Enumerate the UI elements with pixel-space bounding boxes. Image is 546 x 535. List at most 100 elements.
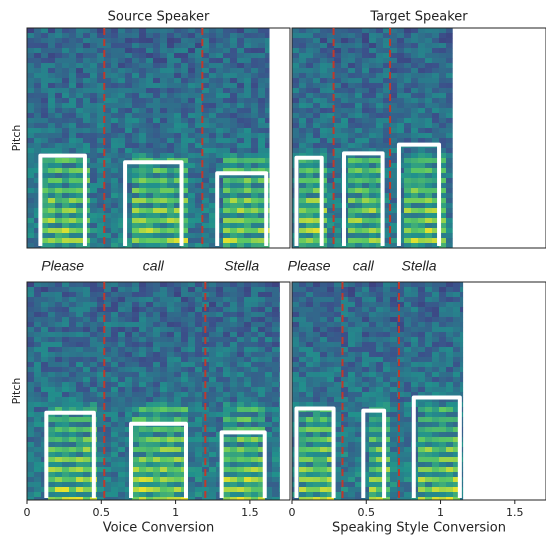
spectrogram-cell [167, 48, 175, 54]
spectrogram-cell [390, 287, 398, 293]
spectrogram-cell [69, 457, 77, 463]
spectrogram-cell [188, 233, 196, 239]
spectrogram-cell [167, 148, 175, 154]
spectrogram-cell [355, 98, 363, 104]
spectrogram-cell [55, 307, 63, 313]
spectrogram-cell [181, 118, 189, 124]
spectrogram-cell [27, 33, 35, 39]
spectrogram-cell [146, 307, 154, 313]
spectrogram-cell [369, 103, 377, 109]
spectrogram-cell [223, 312, 231, 318]
spectrogram-cell [69, 417, 77, 423]
spectrogram-cell [432, 178, 440, 184]
spectrogram-cell [327, 362, 335, 368]
spectrogram-cell [390, 243, 398, 249]
spectrogram-cell [62, 307, 70, 313]
spectrogram-cell [132, 372, 140, 378]
spectrogram-cell [195, 332, 203, 338]
spectrogram-cell [146, 362, 154, 368]
spectrogram-cell [299, 492, 307, 498]
spectrogram-cell [327, 153, 335, 159]
spectrogram-cell [174, 492, 182, 498]
spectrogram-cell [97, 153, 105, 159]
spectrogram-cell [237, 412, 245, 418]
spectrogram-cell [41, 292, 49, 298]
spectrogram-cell [223, 377, 231, 383]
spectrogram-cell [139, 48, 147, 54]
spectrogram-cell [76, 193, 84, 199]
spectrogram-cell [272, 387, 280, 393]
spectrogram-cell [230, 497, 238, 501]
spectrogram-cell [202, 193, 210, 199]
spectrogram-cell [34, 28, 42, 34]
spectrogram-cell [348, 347, 356, 353]
spectrogram-cell [97, 367, 105, 373]
spectrogram-cell [237, 158, 245, 164]
spectrogram-cell [237, 163, 245, 169]
spectrogram-cell [111, 422, 119, 428]
spectrogram-cell [209, 372, 217, 378]
spectrogram-cell [265, 38, 270, 44]
spectrogram-cell [55, 33, 63, 39]
spectrogram-cell [244, 452, 252, 458]
spectrogram-cell [432, 198, 440, 204]
spectrogram-cell [244, 203, 252, 209]
spectrogram-cell [251, 178, 259, 184]
spectrogram-cell [237, 118, 245, 124]
spectrogram-cell [41, 103, 49, 109]
spectrogram-cell [251, 58, 259, 64]
spectrogram-cell [76, 377, 84, 383]
spectrogram-cell [118, 213, 126, 219]
spectrogram-cell [432, 203, 440, 209]
spectrogram-cell [160, 73, 168, 79]
spectrogram-cell [181, 83, 189, 89]
spectrogram-cell [111, 322, 119, 328]
spectrogram-cell [334, 427, 342, 433]
spectrogram-cell [362, 457, 370, 463]
spectrogram-cell [209, 138, 217, 144]
spectrogram-cell [334, 133, 342, 139]
spectrogram-cell [181, 367, 189, 373]
spectrogram-cell [355, 218, 363, 224]
spectrogram-cell [139, 397, 147, 403]
spectrogram-cell [439, 63, 447, 69]
spectrogram-cell [76, 487, 84, 493]
spectrogram-cell [390, 297, 398, 303]
spectrogram-cell [320, 472, 328, 478]
spectrogram-cell [55, 93, 63, 99]
spectrogram-cell [279, 392, 280, 398]
spectrogram-cell [146, 332, 154, 338]
spectrogram-cell [439, 143, 447, 149]
spectrogram-cell [313, 347, 321, 353]
spectrogram-cell [153, 347, 161, 353]
spectrogram-cell [97, 372, 105, 378]
spectrogram-cell [202, 143, 210, 149]
spectrogram-cell [404, 407, 412, 413]
spectrogram-cell [299, 477, 307, 483]
spectrogram-cell [48, 322, 56, 328]
spectrogram-cell [55, 168, 63, 174]
spectrogram-cell [376, 367, 384, 373]
spectrogram-cell [383, 472, 391, 478]
spectrogram-cell [446, 73, 453, 79]
spectrogram-cell [174, 48, 182, 54]
spectrogram-cell [341, 347, 349, 353]
spectrogram-cell [83, 98, 91, 104]
spectrogram-cell [397, 457, 405, 463]
spectrogram-cell [237, 203, 245, 209]
spectrogram-cell [397, 347, 405, 353]
spectrogram-cell [83, 78, 91, 84]
spectrogram-cell [320, 312, 328, 318]
spectrogram-cell [55, 53, 63, 59]
spectrogram-cell [425, 123, 433, 129]
spectrogram-cell [223, 392, 231, 398]
spectrogram-cell [27, 28, 35, 34]
spectrogram-cell [432, 78, 440, 84]
spectrogram-cell [299, 148, 307, 154]
spectrogram-cell [55, 208, 63, 214]
spectrogram-cell [432, 168, 440, 174]
spectrogram-cell [334, 487, 342, 493]
spectrogram-cell [97, 492, 105, 498]
spectrogram-cell [369, 98, 377, 104]
spectrogram-cell [390, 487, 398, 493]
